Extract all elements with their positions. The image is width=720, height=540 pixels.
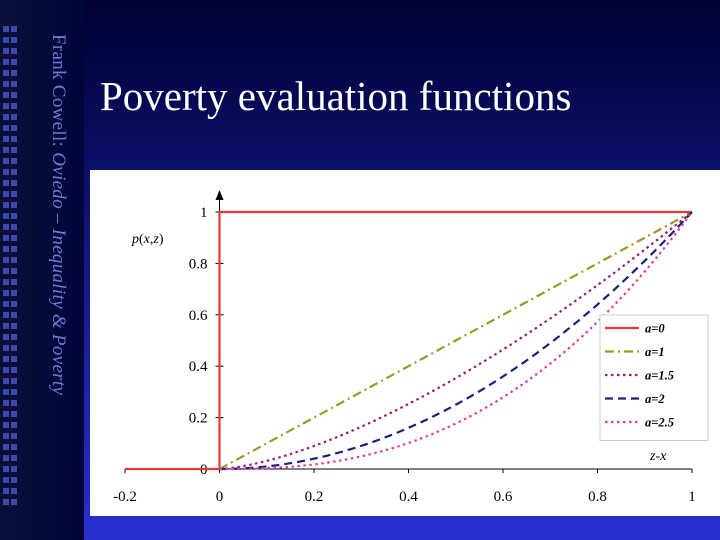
x-tick-label: 0.2 <box>305 489 324 505</box>
sidebar-caption: Frank Cowell: Oviedo – Inequality & Pove… <box>47 34 69 395</box>
x-tick-label: 1 <box>688 489 696 505</box>
legend-label: a=2 <box>645 392 665 406</box>
series-line <box>125 210 692 471</box>
legend-label: a=2.5 <box>645 416 674 430</box>
series-line <box>219 211 693 471</box>
y-axis-arrow <box>215 190 224 200</box>
series-line <box>219 211 693 471</box>
sidebar: Frank Cowell: Oviedo – Inequality & Pove… <box>0 0 84 540</box>
sidebar-subtitle: Oviedo – Inequality & Poverty <box>48 152 69 396</box>
chart-svg: -0.2 0 0.2 0.4 0.6 0.8 100.20.40.60.81p(x,z)z-… <box>113 190 709 505</box>
x-tick-label: 0.8 <box>588 489 607 505</box>
legend-label: a=1.5 <box>645 369 674 383</box>
sidebar-author: Frank Cowell: <box>48 34 69 153</box>
y-tick-label: 0.2 <box>189 411 208 427</box>
y-tick-label: 0.4 <box>189 359 208 375</box>
legend-label: a=0 <box>645 322 665 336</box>
decorative-squares <box>3 26 17 506</box>
y-axis-label: p(x,z) <box>131 232 164 247</box>
y-tick-label: 0.8 <box>189 256 208 272</box>
y-tick-label: 1 <box>200 205 208 221</box>
series-line <box>219 211 693 471</box>
legend-box <box>599 314 709 441</box>
chart-panel: -0.2 0 0.2 0.4 0.6 0.8 1 0 0.2 0.4 0.6 0.8 1 p(x,z) z-… <box>90 170 720 516</box>
legend-label: a=1 <box>645 345 665 359</box>
x-tick-label: -0.2 <box>113 489 137 505</box>
x-axis-label: z-x <box>649 449 667 464</box>
slide-title: Poverty evaluation functions <box>100 73 572 119</box>
series-line <box>218 211 693 470</box>
x-tick-label: 0 <box>216 489 224 505</box>
x-tick-label: 0.4 <box>399 489 418 505</box>
x-tick-label: 0.6 <box>494 489 513 505</box>
y-tick-label: 0.6 <box>189 308 208 324</box>
